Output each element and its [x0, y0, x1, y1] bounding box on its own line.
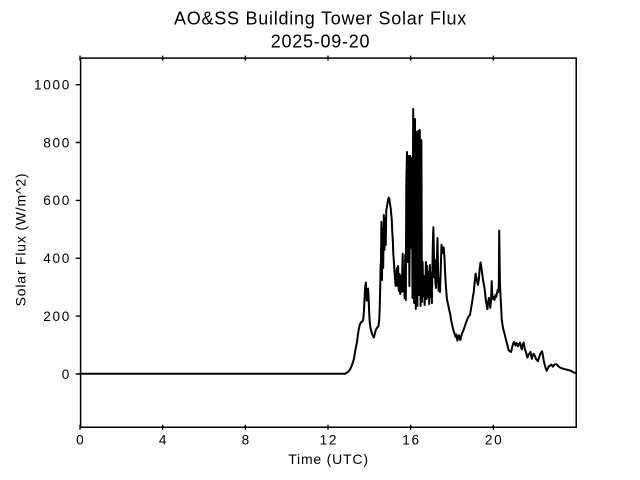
- svg-text:16: 16: [402, 433, 421, 448]
- svg-text:20: 20: [485, 433, 504, 448]
- svg-text:400: 400: [43, 251, 71, 266]
- svg-text:2025-09-20: 2025-09-20: [271, 32, 371, 52]
- svg-text:0: 0: [76, 433, 85, 448]
- svg-text:800: 800: [43, 135, 71, 150]
- svg-text:12: 12: [320, 433, 339, 448]
- svg-text:600: 600: [43, 193, 71, 208]
- svg-text:1000: 1000: [34, 78, 71, 93]
- svg-text:Solar Flux (W/m^2): Solar Flux (W/m^2): [12, 173, 28, 307]
- svg-text:Time (UTC): Time (UTC): [288, 451, 369, 467]
- svg-text:200: 200: [43, 309, 71, 324]
- svg-text:4: 4: [159, 433, 168, 448]
- svg-text:8: 8: [242, 433, 251, 448]
- svg-text:0: 0: [62, 367, 71, 382]
- svg-text:AO&SS Building Tower Solar Flu: AO&SS Building Tower Solar Flux: [174, 8, 467, 28]
